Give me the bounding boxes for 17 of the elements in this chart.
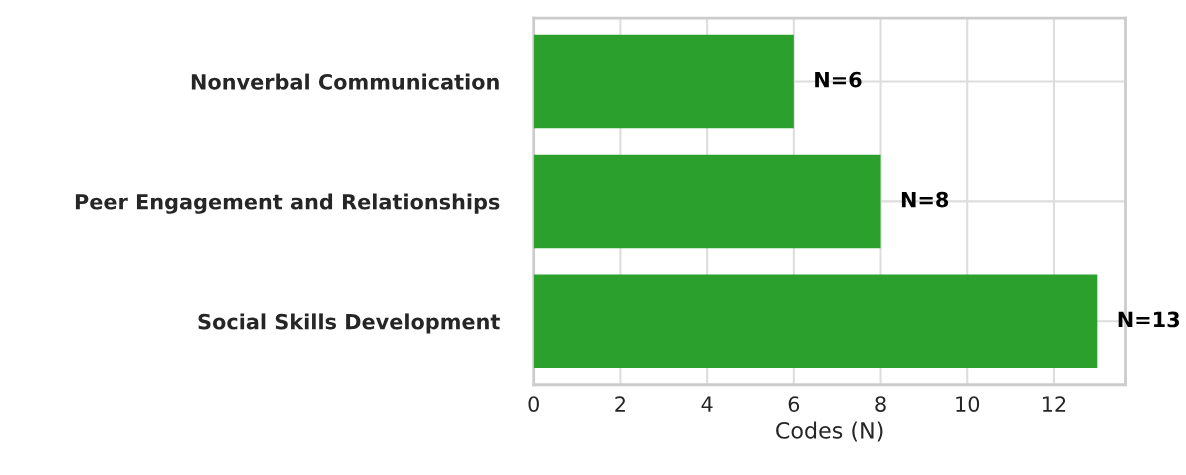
- bar: [533, 154, 881, 249]
- y-tick-label: Social Skills Development: [198, 313, 500, 334]
- x-tick-label: 12: [1043, 396, 1066, 412]
- y-tick-label: Nonverbal Communication: [191, 73, 499, 90]
- x-tick-label: 0: [528, 396, 539, 412]
- x-tick-label: 2: [615, 396, 625, 412]
- bar: [533, 274, 1098, 369]
- data-label: N=13: [1118, 311, 1179, 328]
- bar: [533, 34, 794, 129]
- x-tick-label: 4: [701, 396, 713, 412]
- x-tick-label: 8: [875, 396, 886, 412]
- x-tick-label: 10: [956, 396, 980, 412]
- y-tick-label: Peer Engagement and Relationships: [75, 193, 500, 214]
- data-label: N=6: [815, 71, 862, 88]
- x-tick-label: 6: [788, 396, 800, 412]
- data-label: N=8: [901, 191, 949, 208]
- x-axis-title: Codes (N): [776, 421, 883, 442]
